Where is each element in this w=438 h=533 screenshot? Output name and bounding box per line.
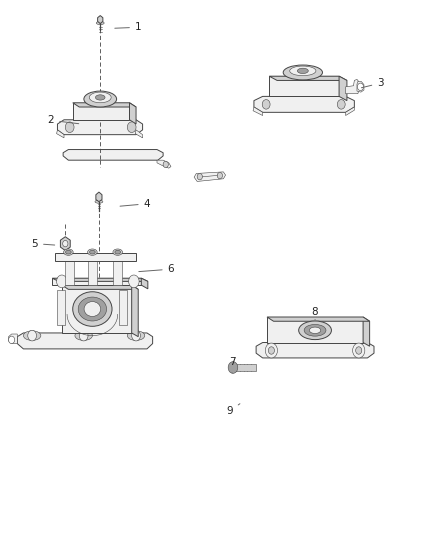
Polygon shape [73,103,130,120]
Polygon shape [253,107,263,116]
Polygon shape [256,343,374,358]
Polygon shape [132,285,138,337]
Polygon shape [73,103,136,107]
Ellipse shape [113,249,123,255]
Polygon shape [57,120,143,135]
Polygon shape [363,317,370,346]
Polygon shape [57,290,65,325]
Circle shape [127,122,136,133]
Ellipse shape [299,321,332,340]
Ellipse shape [304,325,326,336]
Circle shape [9,336,14,344]
Circle shape [129,275,139,288]
Polygon shape [62,285,132,333]
Polygon shape [113,259,122,285]
Ellipse shape [290,66,316,76]
Polygon shape [63,150,163,160]
Polygon shape [267,317,363,343]
Ellipse shape [95,95,105,100]
Ellipse shape [297,68,308,74]
Circle shape [65,122,74,133]
Ellipse shape [283,65,322,80]
Polygon shape [194,172,226,181]
Polygon shape [52,278,148,281]
Ellipse shape [89,251,95,254]
Polygon shape [254,96,354,112]
Polygon shape [339,76,347,101]
Circle shape [217,172,223,179]
Ellipse shape [66,251,71,254]
Text: 1: 1 [115,22,141,33]
Circle shape [28,330,36,341]
Polygon shape [52,278,141,285]
Ellipse shape [23,331,41,341]
Ellipse shape [89,92,111,103]
Ellipse shape [64,249,73,255]
Polygon shape [60,237,70,251]
Circle shape [228,362,238,373]
Circle shape [265,343,278,358]
Ellipse shape [84,302,101,317]
Polygon shape [346,107,354,116]
Circle shape [337,100,345,109]
Text: 9: 9 [226,403,240,416]
Circle shape [163,161,168,167]
Ellipse shape [96,21,104,25]
Polygon shape [141,278,148,289]
Text: 5: 5 [32,239,55,248]
Circle shape [268,347,275,354]
Circle shape [57,275,67,288]
Polygon shape [98,15,103,23]
Text: 4: 4 [120,199,150,209]
Circle shape [63,240,68,247]
Circle shape [197,173,202,180]
Polygon shape [65,261,74,285]
Ellipse shape [75,331,92,341]
Ellipse shape [309,327,321,334]
Ellipse shape [84,91,117,107]
Text: 6: 6 [139,264,174,274]
Polygon shape [88,256,97,285]
Polygon shape [17,333,152,349]
Text: 8: 8 [312,306,318,320]
Ellipse shape [127,331,145,341]
Text: 3: 3 [361,78,384,88]
Polygon shape [96,192,102,201]
Circle shape [356,347,362,354]
Polygon shape [157,160,171,168]
Polygon shape [357,82,364,92]
Circle shape [262,100,270,109]
Circle shape [353,343,365,358]
Polygon shape [135,130,143,138]
Polygon shape [9,334,17,344]
Ellipse shape [73,292,112,326]
Polygon shape [55,253,136,261]
Polygon shape [120,290,127,325]
Ellipse shape [88,249,97,255]
Polygon shape [269,76,347,80]
Bar [232,365,256,370]
Ellipse shape [78,297,106,321]
Polygon shape [269,76,339,96]
Text: 7: 7 [229,357,235,373]
Circle shape [357,83,364,91]
Circle shape [79,330,88,341]
Ellipse shape [95,200,103,203]
Text: 2: 2 [48,115,79,125]
Polygon shape [62,285,138,289]
Circle shape [132,330,141,341]
Ellipse shape [115,251,120,254]
Polygon shape [346,79,359,94]
Polygon shape [130,103,136,124]
Polygon shape [57,130,64,138]
Polygon shape [267,317,370,321]
